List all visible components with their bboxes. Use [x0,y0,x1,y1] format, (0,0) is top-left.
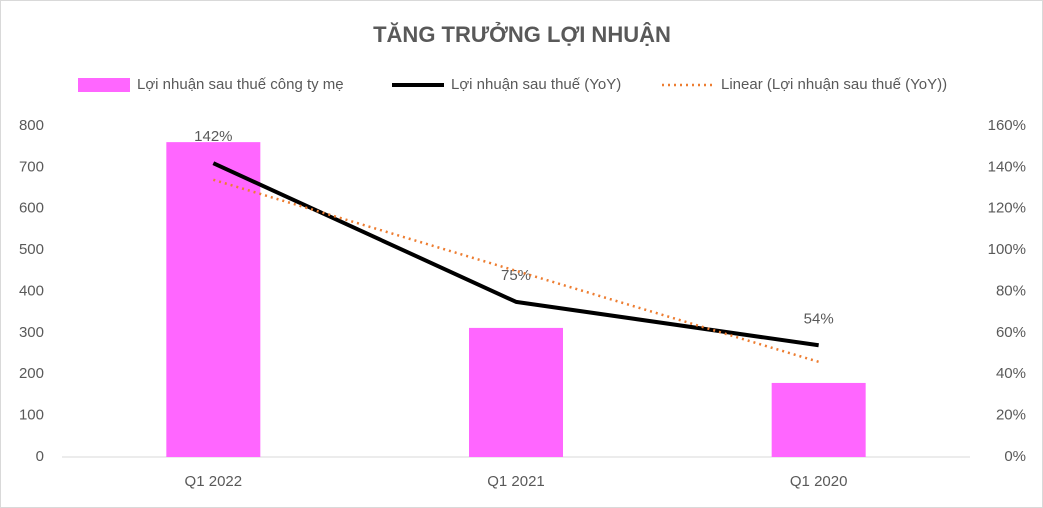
y2-tick-label: 100% [988,241,1026,258]
y2-tick-label: 140% [988,158,1026,175]
legend-label: Linear (Lợi nhuận sau thuế (YoY)) [721,76,947,93]
y-tick-label: 600 [19,200,44,217]
y-tick-label: 800 [19,117,44,134]
y2-tick-label: 60% [996,324,1026,341]
y-tick-label: 500 [19,241,44,258]
y2-tick-label: 120% [988,200,1026,217]
y2-tick-label: 160% [988,117,1026,134]
bar [469,327,563,457]
legend-label: Lợi nhuận sau thuế công ty mẹ [137,76,344,93]
y-tick-label: 300 [19,324,44,341]
line [212,161,819,348]
legend-swatch [78,78,130,92]
y-tick-label: 400 [19,282,44,299]
x-tick-label: Q1 2020 [790,473,848,490]
y-tick-label: 200 [19,365,44,382]
y2-tick-label: 20% [996,407,1026,424]
legend-label: Lợi nhuận sau thuế (YoY) [451,76,621,93]
y-tick-label: 0 [36,448,44,465]
data-label: 54% [804,310,834,327]
y-tick-label: 100 [19,407,44,424]
y2-tick-label: 80% [996,282,1026,299]
bar [166,142,261,458]
x-tick-label: Q1 2022 [185,473,243,490]
data-label: 142% [194,128,232,145]
y2-tick-label: 0% [1004,448,1026,465]
x-tick-label: Q1 2021 [487,473,545,490]
y-tick-label: 700 [19,158,44,175]
data-label: 75% [501,267,531,284]
bar [771,382,866,457]
chart-title: TĂNG TRƯỞNG LỢI NHUẬN [373,22,671,47]
y2-tick-label: 40% [996,365,1026,382]
